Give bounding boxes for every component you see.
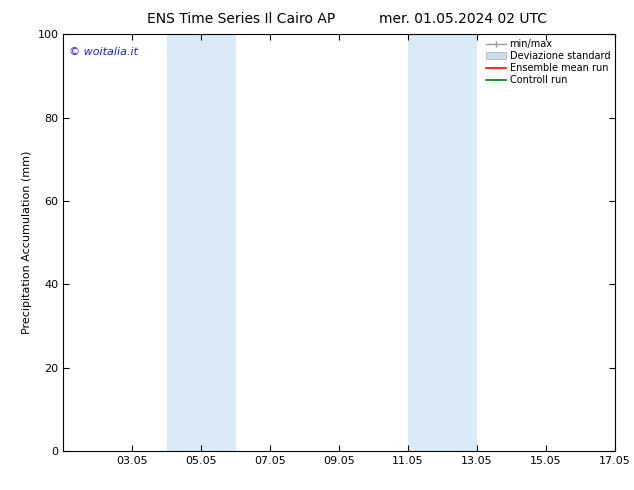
Text: ENS Time Series Il Cairo AP: ENS Time Series Il Cairo AP	[147, 12, 335, 26]
Text: © woitalia.it: © woitalia.it	[69, 47, 138, 57]
Bar	[167, 34, 236, 451]
Y-axis label: Precipitation Accumulation (mm): Precipitation Accumulation (mm)	[22, 151, 32, 334]
Bar	[408, 34, 477, 451]
Text: mer. 01.05.2024 02 UTC: mer. 01.05.2024 02 UTC	[379, 12, 547, 26]
Legend: min/max, Deviazione standard, Ensemble mean run, Controll run: min/max, Deviazione standard, Ensemble m…	[486, 39, 610, 85]
